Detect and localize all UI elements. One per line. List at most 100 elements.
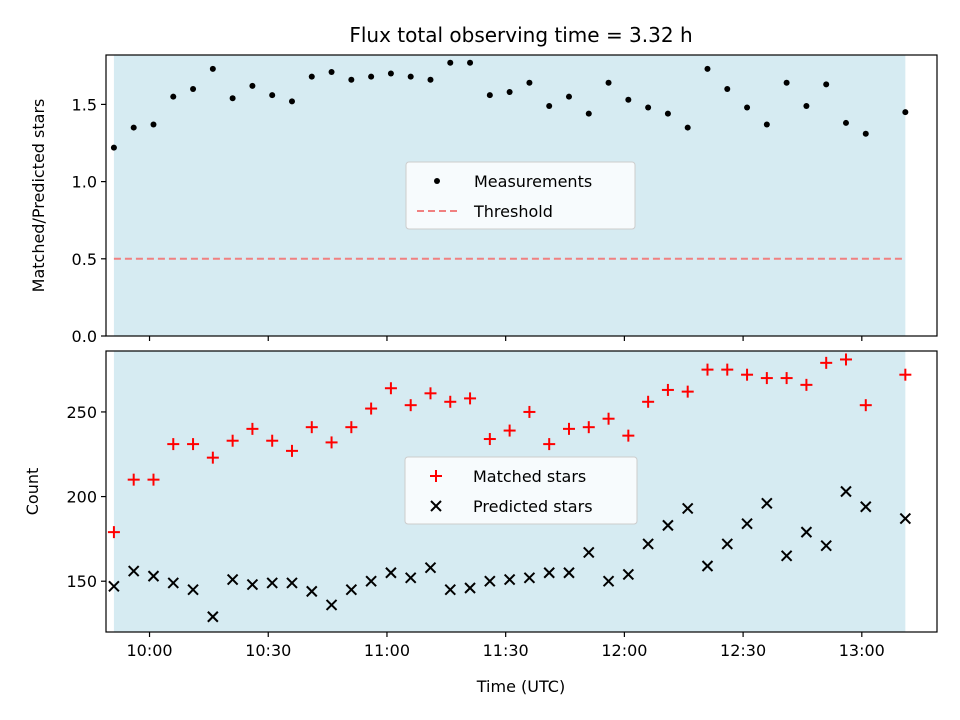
legend-label-matched: Matched stars — [473, 467, 586, 486]
top-legend: Measurements Threshold — [405, 161, 636, 230]
measurement-point — [427, 76, 434, 83]
y-tick-label: 150 — [66, 572, 97, 591]
measurements-series — [110, 59, 909, 151]
bottom-panel: 150 200 250 10:00 10:30 11:00 11:30 12:00 12:30… — [23, 350, 938, 696]
x-tick-label: 10:30 — [245, 641, 291, 660]
x-tick-label: 12:30 — [720, 641, 766, 660]
matched-stars-point — [701, 363, 714, 376]
top-legend-box — [405, 161, 636, 230]
y-tick-label: 1.5 — [72, 95, 97, 114]
x-tick-label: 12:00 — [601, 641, 647, 660]
legend-label-measurements: Measurements — [474, 172, 592, 191]
bottom-legend: Matched stars Predicted stars — [404, 456, 638, 525]
y-tick-label: 0.5 — [72, 250, 97, 269]
bottom-axes-frame — [105, 350, 938, 633]
matched-stars-point — [523, 405, 536, 418]
matched-stars-point — [384, 382, 397, 395]
matched-stars-point — [444, 395, 457, 408]
matched-stars-point — [721, 363, 734, 376]
matched-stars-point — [424, 387, 437, 400]
predicted-stars-point — [741, 517, 753, 530]
predicted-stars-point — [325, 599, 338, 611]
y-tick-label: 0.0 — [72, 327, 97, 346]
measurement-point — [546, 102, 553, 109]
matched-stars-point — [562, 422, 575, 435]
predicted-stars-point — [365, 575, 377, 587]
predicted-stars-point — [286, 577, 298, 589]
matched-stars-point — [839, 353, 852, 366]
predicted-stars-point — [385, 567, 397, 579]
measurement-point — [150, 121, 157, 128]
measurement-point — [842, 119, 849, 126]
measurement-point — [447, 59, 454, 66]
measurement-point — [783, 79, 790, 86]
matched-stars-point — [187, 438, 200, 451]
predicted-stars-point — [721, 538, 733, 550]
measurement-point — [724, 85, 731, 92]
legend-marker-matched — [430, 470, 442, 482]
measurement-point — [704, 65, 711, 72]
measurement-point — [328, 68, 335, 75]
measurement-point — [506, 89, 513, 96]
measurement-point — [684, 124, 691, 131]
measurement-point — [288, 98, 295, 105]
measurement-point — [110, 144, 117, 151]
matched-stars-point — [404, 399, 417, 412]
matched-stars-point — [127, 473, 140, 486]
top-axes-frame — [105, 54, 938, 337]
predicted-stars-point — [780, 550, 793, 562]
x-axis-label: Time (UTC) — [476, 677, 565, 696]
predicted-stars-point — [266, 577, 278, 589]
predicted-stars-series — [108, 485, 912, 623]
predicted-stars-point — [404, 572, 417, 584]
x-tick-label: 13:00 — [839, 641, 885, 660]
matched-stars-point — [345, 421, 358, 434]
measurement-point — [823, 81, 830, 88]
measurement-point — [664, 110, 671, 117]
predicted-stars-point — [563, 567, 575, 579]
predicted-stars-point — [681, 502, 694, 515]
legend-marker-measurements — [434, 178, 440, 184]
predicted-stars-point — [464, 582, 476, 594]
matched-stars-point — [642, 395, 655, 408]
matched-stars-point — [503, 424, 516, 437]
matched-stars-point — [325, 436, 338, 449]
top-x-ticks — [148, 336, 863, 341]
x-tick-label: 11:30 — [483, 641, 529, 660]
measurement-point — [585, 110, 592, 117]
matched-stars-point — [582, 421, 595, 434]
matched-stars-point — [741, 368, 754, 381]
matched-stars-point — [285, 444, 298, 457]
matched-stars-point — [464, 392, 477, 405]
measurement-point — [902, 109, 909, 116]
matched-stars-point — [266, 434, 279, 447]
top-y-axis-label: Matched/Predicted stars — [29, 99, 48, 293]
matched-stars-point — [107, 526, 120, 539]
measurement-point — [565, 93, 572, 100]
matched-stars-point — [800, 378, 813, 391]
measurement-point — [308, 73, 315, 80]
predicted-stars-point — [147, 570, 160, 582]
measurement-point — [645, 104, 652, 111]
matched-stars-point — [602, 412, 615, 425]
matched-stars-point — [899, 368, 912, 381]
predicted-stars-point — [306, 585, 318, 598]
legend-marker-predicted — [430, 500, 442, 512]
matched-stars-point — [246, 422, 259, 435]
predicted-stars-point — [642, 538, 654, 550]
matched-stars-point — [622, 429, 635, 442]
measurement-point — [368, 73, 375, 80]
predicted-stars-point — [523, 572, 536, 584]
measurement-point — [862, 130, 869, 137]
matched-stars-point — [167, 438, 180, 451]
measurement-point — [763, 121, 770, 128]
predicted-stars-point — [543, 567, 555, 579]
matched-stars-point — [226, 434, 239, 447]
measurement-point — [407, 73, 414, 80]
measurement-point — [130, 124, 137, 131]
predicted-stars-point — [484, 575, 496, 587]
bottom-y-axis-label: Count — [23, 468, 42, 516]
predicted-stars-point — [602, 575, 615, 587]
bottom-y-ticks: 150 200 250 — [66, 403, 106, 591]
predicted-stars-point — [622, 568, 635, 581]
